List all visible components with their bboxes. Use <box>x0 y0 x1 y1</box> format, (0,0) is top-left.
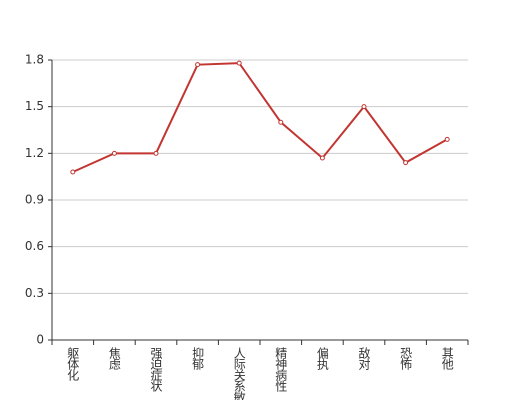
x-tick-label: 焦虑 <box>107 347 121 370</box>
x-tick-label: 精神病性 <box>274 347 288 393</box>
line <box>72 62 448 173</box>
y-tick-label: 1.2 <box>25 146 44 160</box>
point <box>278 119 284 125</box>
y-tick-label: 0.3 <box>25 286 44 300</box>
y-tick-label: 0.6 <box>25 239 44 253</box>
point <box>111 150 117 156</box>
point <box>236 60 242 66</box>
y-tick-label: 1.5 <box>25 99 44 113</box>
point <box>444 136 450 142</box>
point <box>361 104 367 110</box>
x-tick-label: 偏执 <box>315 346 329 371</box>
point <box>195 62 201 68</box>
x-tick-label: 躯体化 <box>66 346 80 382</box>
x-tick-label: 人际关系敏感 <box>232 347 246 400</box>
x-tick-label: 恐怖 <box>399 347 413 370</box>
x-tick-label: 抑郁 <box>191 346 205 371</box>
point <box>319 155 325 161</box>
x-tick-label: 其他 <box>440 347 454 370</box>
point <box>403 160 409 166</box>
y-tick-label: 1.8 <box>25 53 44 67</box>
y-tick-label: 0.9 <box>25 193 44 207</box>
x-tick-label: 强迫症状 <box>149 347 163 392</box>
x-tick-label: 敌对 <box>357 346 371 370</box>
y-tick-label: 0 <box>36 333 44 347</box>
point <box>70 169 76 175</box>
point <box>153 150 159 156</box>
